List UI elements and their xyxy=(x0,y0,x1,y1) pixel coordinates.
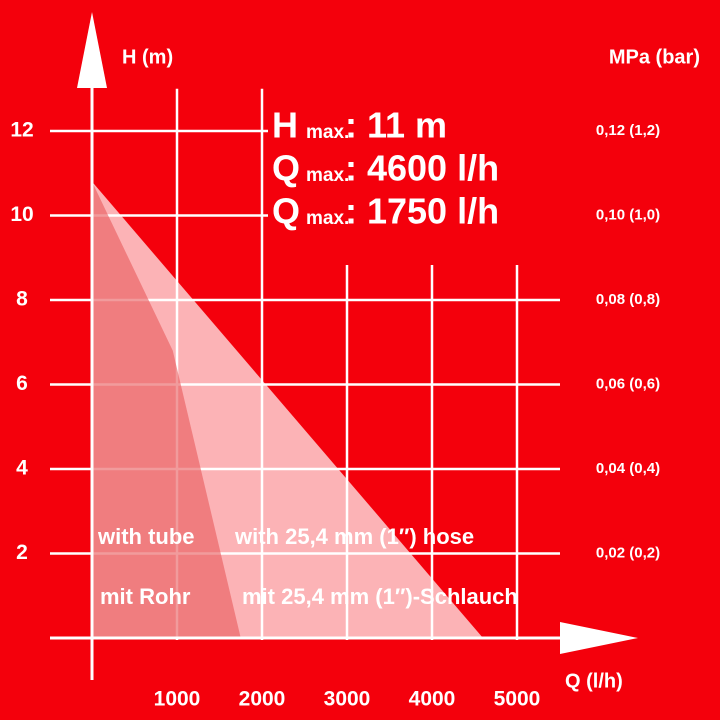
legend-label: with tube xyxy=(97,524,195,549)
area xyxy=(92,181,241,639)
annotation-subscript: max. xyxy=(306,122,349,143)
y2-axis-label: MPa (bar) xyxy=(609,46,700,68)
x-arrow xyxy=(560,622,638,654)
y2-tick-label: 0,10 (1,0) xyxy=(596,206,660,223)
y2-tick-label: 0,06 (0,6) xyxy=(596,375,660,392)
y-axis-label: H (m) xyxy=(122,46,173,68)
y2-tick-label: 0,08 (0,8) xyxy=(596,291,660,308)
legend-label-de: mit 25,4 mm (1″)-Schlauch xyxy=(242,584,518,609)
annotation-text: : 1750 l/h xyxy=(345,191,499,232)
y-tick-label: 8 xyxy=(16,288,28,311)
x-tick-label: 5000 xyxy=(494,688,541,711)
y-tick-label: 10 xyxy=(10,203,33,226)
annotation-symbol: Q xyxy=(272,148,300,189)
legend-label-de: mit Rohr xyxy=(100,584,191,609)
x-tick-label: 2000 xyxy=(239,688,286,711)
x-tick-label: 3000 xyxy=(324,688,371,711)
annotation-text: : 4600 l/h xyxy=(345,148,499,189)
x-tick-label: 4000 xyxy=(409,688,456,711)
annotation-subscript: max. xyxy=(306,165,349,186)
labels: 2 4 6 8 10 12 1000 2000 3000 4000 5000 0,02 (0,2) 0,… xyxy=(10,105,660,711)
y2-tick-label: 0,02 (0,2) xyxy=(596,544,660,561)
note-box xyxy=(268,85,568,265)
y-tick-label: 2 xyxy=(16,541,28,564)
annotation-subscript: max. xyxy=(306,208,349,229)
y2-tick-label: 0,12 (1,2) xyxy=(596,122,660,139)
y-tick-label: 6 xyxy=(16,372,28,395)
axes xyxy=(50,12,638,680)
y2-tick-label: 0,04 (0,4) xyxy=(596,460,660,477)
annotation-text: : 11 m xyxy=(345,105,447,146)
x-axis-label: Q (l/h) xyxy=(565,670,623,692)
annotation-symbol: H xyxy=(272,105,298,146)
areas xyxy=(92,181,483,639)
annotation-symbol: Q xyxy=(272,191,300,232)
y-tick-label: 12 xyxy=(10,119,33,142)
x-tick-label: 1000 xyxy=(154,688,201,711)
y-arrow xyxy=(77,12,107,88)
y-tick-label: 4 xyxy=(16,457,28,480)
legend-label: with 25,4 mm (1″) hose xyxy=(234,524,474,549)
